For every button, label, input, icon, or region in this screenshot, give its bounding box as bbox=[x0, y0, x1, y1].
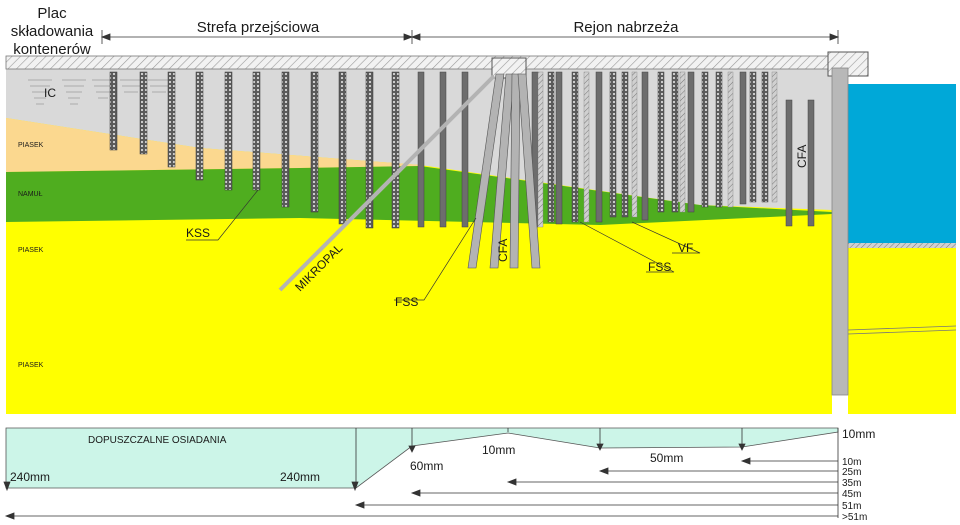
label-fss-left: FSS bbox=[395, 295, 418, 309]
seabed-stratum-line bbox=[847, 325, 957, 331]
layer-label-sand-1: PIASEK bbox=[18, 142, 44, 149]
settlement-value-240-right: 240mm bbox=[280, 470, 320, 484]
settlement-title: DOPUSZCZALNE OSIADANIA bbox=[88, 435, 227, 446]
deck-slab bbox=[5, 55, 839, 70]
distance-51m: 51m bbox=[842, 501, 861, 512]
zone-quay: Rejon nabrzeża bbox=[573, 19, 679, 36]
label-cfa-right: CFA bbox=[795, 145, 809, 168]
layer-label-sand-2: PIASEK bbox=[18, 247, 44, 254]
label-cfa-center: CFA bbox=[496, 239, 510, 262]
zone-yard-line-2: składowania bbox=[11, 23, 94, 40]
settlement-value-10-right: 10mm bbox=[842, 427, 875, 441]
zone-transition: Strefa przejściowa bbox=[197, 19, 320, 36]
distance-10m: 10m bbox=[842, 457, 861, 468]
seabed-stratum-line-2 bbox=[847, 329, 957, 335]
settlement-markers bbox=[3, 428, 746, 492]
seabed-line bbox=[848, 243, 956, 248]
layer-label-mud: NAMUŁ bbox=[18, 191, 43, 198]
label-kss: KSS bbox=[186, 226, 210, 240]
distance-arrows bbox=[4, 428, 839, 520]
ic-columns bbox=[28, 79, 170, 105]
label-vf: VF bbox=[678, 241, 693, 255]
water bbox=[848, 84, 956, 244]
layer-label-sand-3: PIASEK bbox=[18, 362, 44, 369]
kss-columns bbox=[109, 71, 400, 229]
micropile bbox=[278, 74, 496, 292]
zone-arrows bbox=[100, 30, 840, 44]
distance-35m: 35m bbox=[842, 478, 861, 489]
cfa-raked-piles bbox=[467, 73, 541, 269]
zone-yard-line-1: Plac bbox=[37, 5, 67, 22]
settlement-value-60: 60mm bbox=[410, 459, 443, 473]
layer-label-ic: IC bbox=[44, 86, 56, 100]
settlement-value-240-left: 240mm bbox=[10, 470, 50, 484]
distance-25m: 25m bbox=[842, 467, 861, 478]
leader-lines bbox=[186, 189, 701, 301]
vf-columns bbox=[547, 71, 769, 223]
vf-columns-light bbox=[537, 71, 778, 228]
distance-over-51m: >51m bbox=[842, 512, 867, 523]
distance-45m: 45m bbox=[842, 489, 861, 500]
zone-yard-line-3: kontenerów bbox=[13, 41, 91, 58]
quay-wall bbox=[831, 67, 849, 396]
label-fss-right: FSS bbox=[648, 260, 671, 274]
settlement-value-10-mid: 10mm bbox=[482, 443, 515, 457]
settlement-value-50: 50mm bbox=[650, 451, 683, 465]
